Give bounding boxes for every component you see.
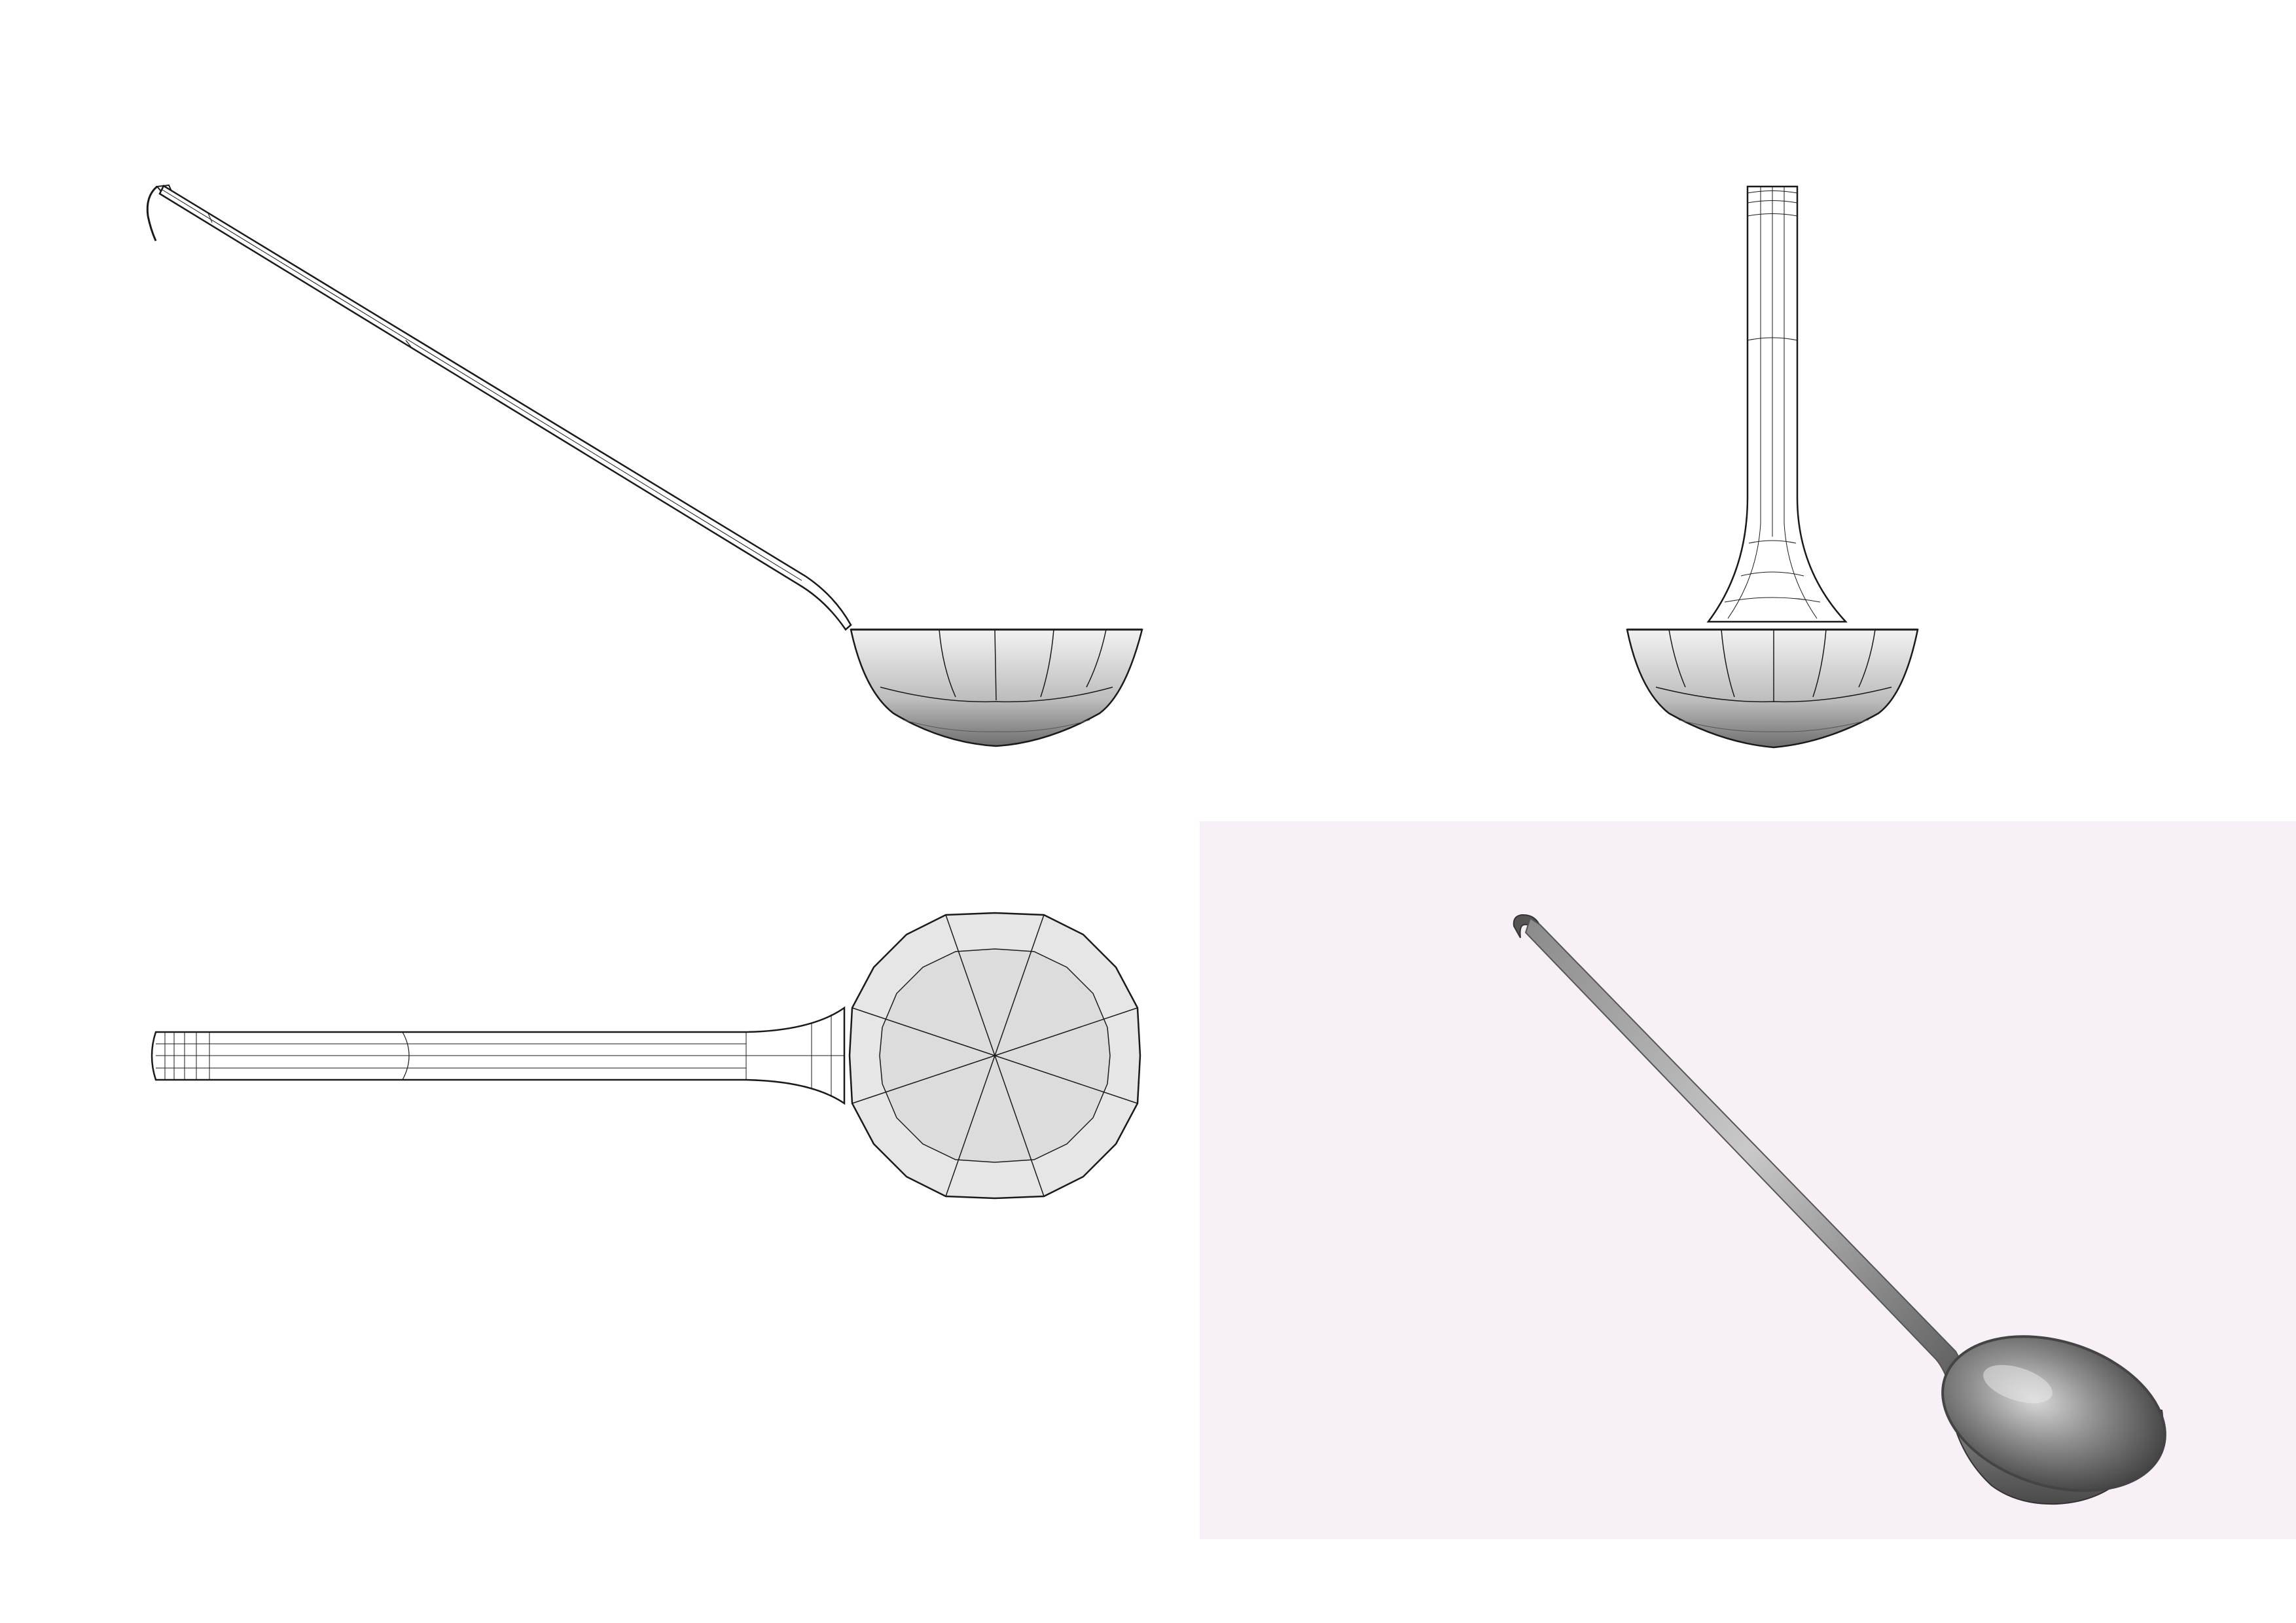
front-view-wireframe <box>1505 0 2094 812</box>
ladle-photo <box>1200 821 2296 1539</box>
handle-shape <box>1706 185 1848 623</box>
bowl-shape <box>850 628 1143 747</box>
bowl-shape <box>1626 628 1919 749</box>
hook-curve <box>146 185 158 241</box>
side-view-drawing <box>146 184 1143 747</box>
front-view-drawing <box>1626 185 1919 749</box>
top-view-drawing <box>151 912 1141 1200</box>
reference-photo <box>1200 821 2296 1539</box>
side-view-wireframe <box>0 0 1178 812</box>
handle-shape <box>158 185 852 631</box>
top-view-wireframe <box>0 818 1178 1407</box>
